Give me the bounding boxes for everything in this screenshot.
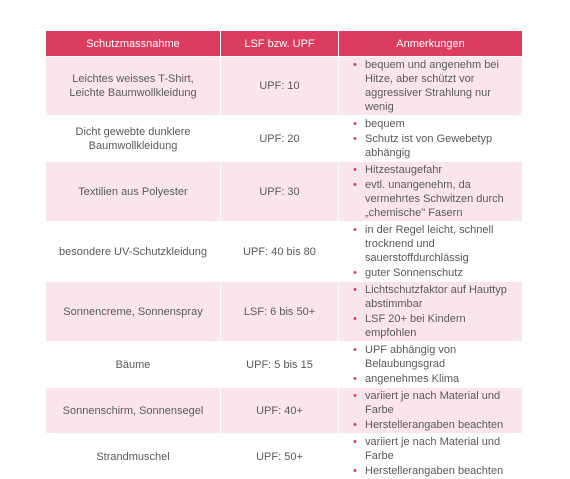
notes-cell: Lichtschutzfaktor auf Hauttyp abstimmbar…	[339, 282, 523, 342]
note-item: variiert je nach Material und Farbe	[353, 435, 512, 463]
factor-cell: UPF: 40 bis 80	[221, 222, 339, 282]
sun-protection-table: Schutzmassnahme LSF bzw. UPF Anmerkungen…	[46, 31, 522, 479]
factor-cell: UPF: 50+	[221, 434, 339, 479]
table-row: Textilien aus Polyester UPF: 30 Hitzesta…	[46, 162, 522, 222]
table-row: Bäume UPF: 5 bis 15 UPF abhängig von Bel…	[46, 342, 522, 388]
note-item: Hitzestaugefahr	[353, 163, 512, 177]
notes-list: bequem und angenehm bei Hitze, aber schü…	[339, 58, 522, 114]
notes-list: in der Regel leicht, schnell trocknend u…	[339, 223, 522, 280]
notes-list: Lichtschutzfaktor auf Hauttyp abstimmbar…	[339, 283, 522, 340]
header-lsf-upf: LSF bzw. UPF	[221, 31, 339, 57]
table-row: Sonnencreme, Sonnenspray LSF: 6 bis 50+ …	[46, 282, 522, 342]
table-row: Sonnenschirm, Sonnensegel UPF: 40+ varii…	[46, 388, 522, 434]
table-row: Strandmuschel UPF: 50+ variiert je nach …	[46, 434, 522, 479]
note-item: Herstellerangaben beachten	[353, 418, 512, 432]
note-item: bequem und angenehm bei Hitze, aber schü…	[353, 58, 512, 114]
factor-cell: UPF: 20	[221, 116, 339, 162]
note-item: angenehmes Klima	[353, 372, 512, 386]
notes-list: bequem Schutz ist von Gewebetyp abhängig	[339, 117, 522, 160]
header-anmerkungen: Anmerkungen	[339, 31, 523, 57]
factor-cell: UPF: 5 bis 15	[221, 342, 339, 388]
measure-cell: Bäume	[46, 342, 221, 388]
notes-list: variiert je nach Material und Farbe Hers…	[339, 389, 522, 432]
table-row: Dicht gewebte dunklere Baumwollkleidung …	[46, 116, 522, 162]
measure-cell: besondere UV-Schutzkleidung	[46, 222, 221, 282]
notes-cell: UPF abhängig von Belaubungsgrad angenehm…	[339, 342, 523, 388]
table-header-row: Schutzmassnahme LSF bzw. UPF Anmerkungen	[46, 31, 522, 57]
notes-list: UPF abhängig von Belaubungsgrad angenehm…	[339, 343, 522, 386]
measure-cell: Textilien aus Polyester	[46, 162, 221, 222]
note-item: Schutz ist von Gewebetyp abhängig	[353, 132, 512, 160]
note-item: Herstellerangaben beachten	[353, 464, 512, 478]
note-item: bequem	[353, 117, 512, 131]
note-item: evtl. unangenehm, da vermehrtes Schwitze…	[353, 178, 512, 220]
measure-cell: Sonnenschirm, Sonnensegel	[46, 388, 221, 434]
notes-cell: Hitzestaugefahr evtl. unangenehm, da ver…	[339, 162, 523, 222]
note-item: Lichtschutzfaktor auf Hauttyp abstimmbar	[353, 283, 512, 311]
note-item: variiert je nach Material und Farbe	[353, 389, 512, 417]
notes-cell: variiert je nach Material und Farbe Hers…	[339, 434, 523, 479]
factor-cell: UPF: 10	[221, 57, 339, 116]
measure-cell: Sonnencreme, Sonnenspray	[46, 282, 221, 342]
factor-cell: UPF: 30	[221, 162, 339, 222]
notes-list: Hitzestaugefahr evtl. unangenehm, da ver…	[339, 163, 522, 220]
header-schutzmassnahme: Schutzmassnahme	[46, 31, 221, 57]
note-item: LSF 20+ bei Kindern empfohlen	[353, 312, 512, 340]
notes-cell: variiert je nach Material und Farbe Hers…	[339, 388, 523, 434]
measure-cell: Strandmuschel	[46, 434, 221, 479]
note-item: guter Sonnenschutz	[353, 266, 512, 280]
notes-cell: bequem Schutz ist von Gewebetyp abhängig	[339, 116, 523, 162]
table-row: Leichtes weisses T-Shirt, Leichte Baumwo…	[46, 57, 522, 116]
factor-cell: UPF: 40+	[221, 388, 339, 434]
notes-cell: bequem und angenehm bei Hitze, aber schü…	[339, 57, 523, 116]
table-row: besondere UV-Schutzkleidung UPF: 40 bis …	[46, 222, 522, 282]
note-item: UPF abhängig von Belaubungsgrad	[353, 343, 512, 371]
notes-cell: in der Regel leicht, schnell trocknend u…	[339, 222, 523, 282]
factor-cell: LSF: 6 bis 50+	[221, 282, 339, 342]
notes-list: variiert je nach Material und Farbe Hers…	[339, 435, 522, 478]
note-item: in der Regel leicht, schnell trocknend u…	[353, 223, 512, 265]
measure-cell: Leichtes weisses T-Shirt, Leichte Baumwo…	[46, 57, 221, 116]
measure-cell: Dicht gewebte dunklere Baumwollkleidung	[46, 116, 221, 162]
